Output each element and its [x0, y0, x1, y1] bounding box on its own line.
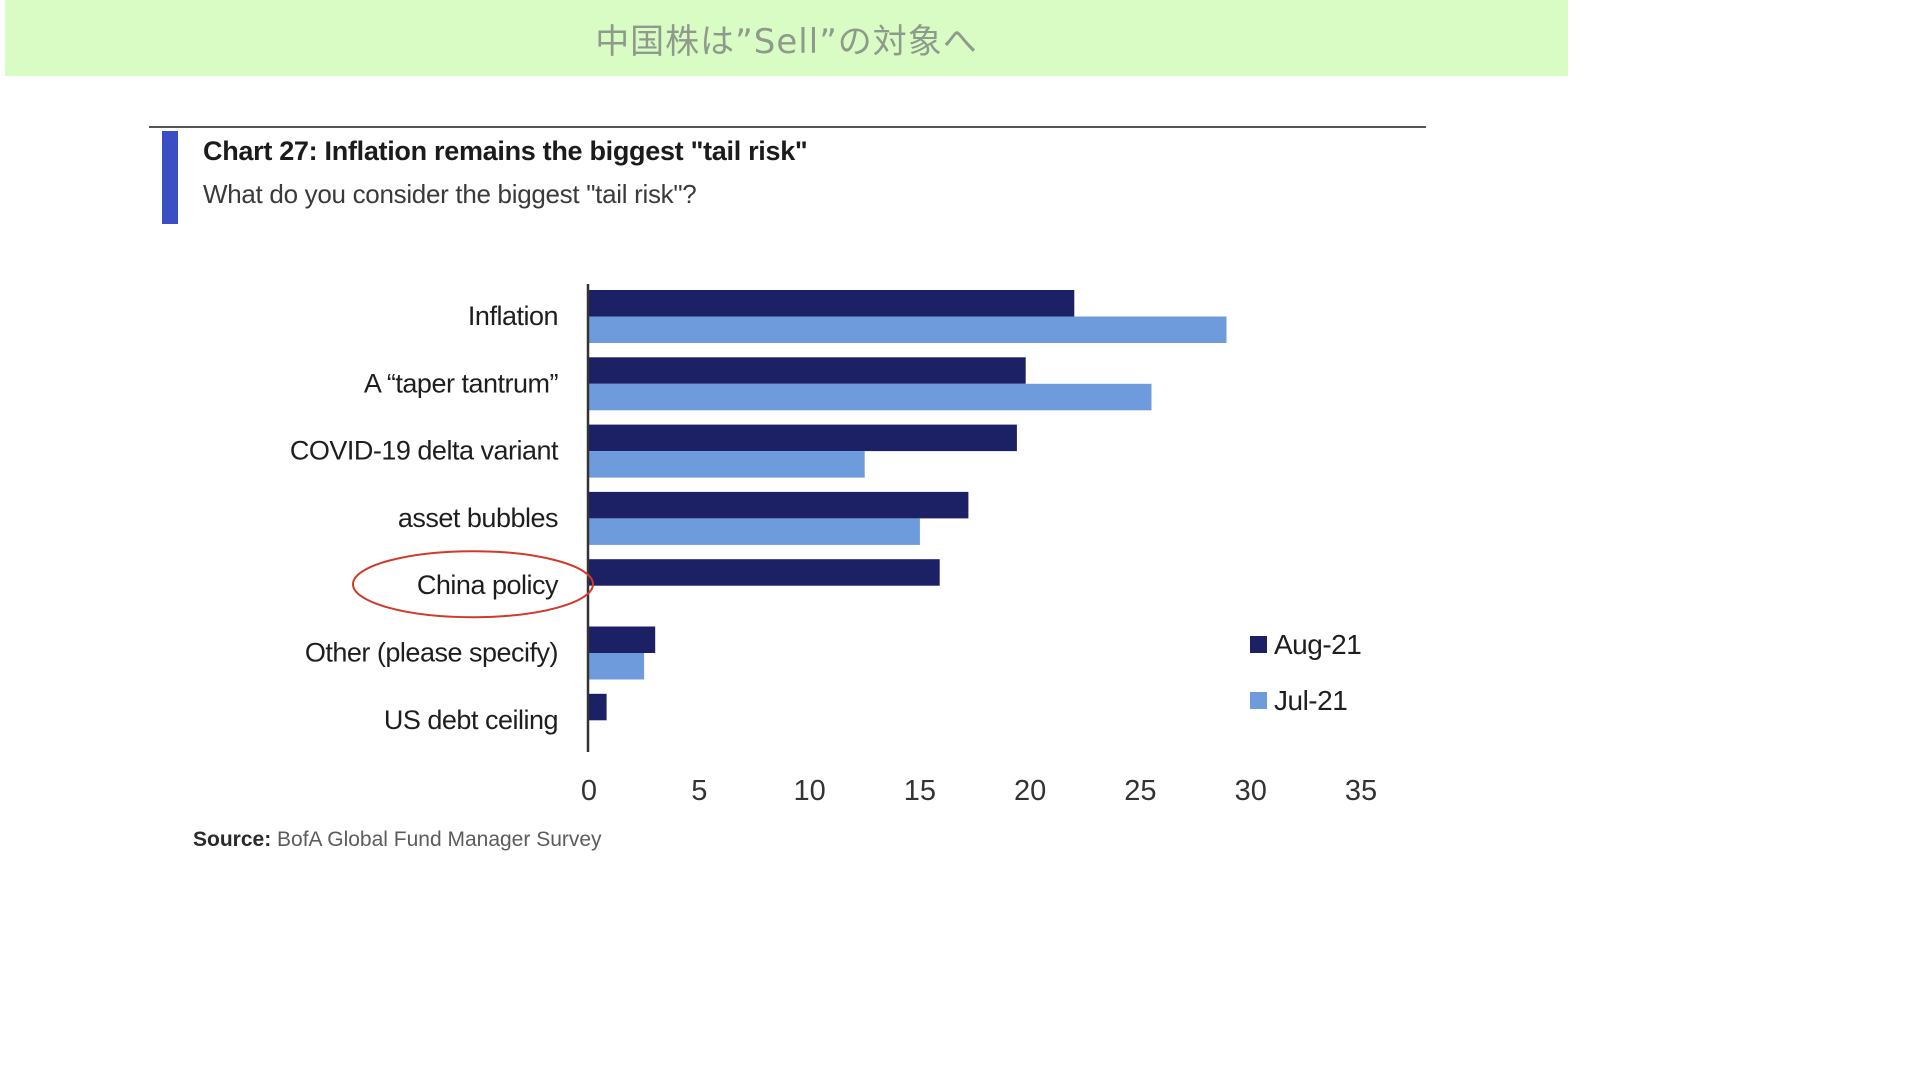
category-label-4: China policy	[417, 570, 559, 600]
category-label-6: US debt ceiling	[384, 705, 558, 735]
legend-swatch-jul-21	[1250, 692, 1267, 709]
legend-label-jul-21: Jul-21	[1274, 685, 1347, 716]
chart-accent-bar	[162, 131, 178, 224]
x-tick-label-2: 10	[793, 775, 825, 807]
bars-group	[589, 290, 1227, 721]
x-tick-label-3: 15	[904, 775, 936, 807]
bar-aug-21-2	[589, 424, 1017, 452]
bar-aug-21-1	[589, 357, 1026, 384]
bar-aug-21-6	[589, 693, 607, 721]
bar-aug-21-5	[589, 626, 656, 653]
highlight-ellipse	[352, 550, 594, 619]
x-tick-label-1: 5	[691, 775, 707, 807]
category-label-0: Inflation	[468, 301, 558, 331]
bar-jul-21-5	[589, 653, 645, 680]
highlight-group	[352, 550, 594, 619]
category-labels-group: Inflation A “taper tantrum” COVID-19 delta…	[290, 301, 560, 735]
chart-title: Chart 27: Inflation remains the biggest …	[203, 136, 808, 166]
x-tick-label-6: 30	[1235, 775, 1267, 807]
chart-subtitle: What do you consider the biggest "tail r…	[203, 179, 697, 209]
source-text: BofA Global Fund Manager Survey	[277, 828, 602, 851]
source-line: Source: BofA Global Fund Manager Survey	[193, 828, 602, 852]
category-label-5: Other (please specify)	[305, 638, 558, 668]
category-label-2: COVID-19 delta variant	[290, 436, 559, 466]
legend-swatch-aug-21	[1250, 636, 1267, 653]
banner: 中国株は”Sell”の対象へ	[5, 0, 1568, 76]
page: 中国株は”Sell”の対象へ Chart 27: Inflation remai…	[5, 0, 1568, 852]
bar-jul-21-1	[589, 383, 1152, 411]
legend: Aug-21 Jul-21	[1250, 629, 1362, 716]
bar-jul-21-3	[589, 518, 920, 545]
x-tick-label-5: 25	[1124, 775, 1156, 807]
bar-jul-21-2	[589, 451, 865, 478]
x-tick-label-0: 0	[581, 775, 597, 807]
category-label-3: asset bubbles	[398, 503, 558, 533]
bar-jul-21-0	[589, 316, 1227, 343]
bar-aug-21-3	[589, 491, 969, 519]
source-label: Source:	[193, 828, 272, 851]
chart-top-rule	[149, 126, 1426, 128]
tick-labels-group: 0 5 10 15 20 25 30 35	[581, 775, 1377, 807]
bar-chart: Inflation A “taper tantrum” COVID-19 delta…	[290, 284, 1377, 807]
bar-aug-21-0	[589, 290, 1075, 317]
legend-label-aug-21: Aug-21	[1274, 629, 1361, 660]
x-tick-label-4: 20	[1014, 775, 1046, 807]
banner-title: 中国株は”Sell”の対象へ	[595, 21, 978, 62]
bar-aug-21-4	[589, 559, 940, 586]
x-tick-label-7: 35	[1345, 775, 1377, 807]
category-label-1: A “taper tantrum”	[364, 368, 558, 398]
